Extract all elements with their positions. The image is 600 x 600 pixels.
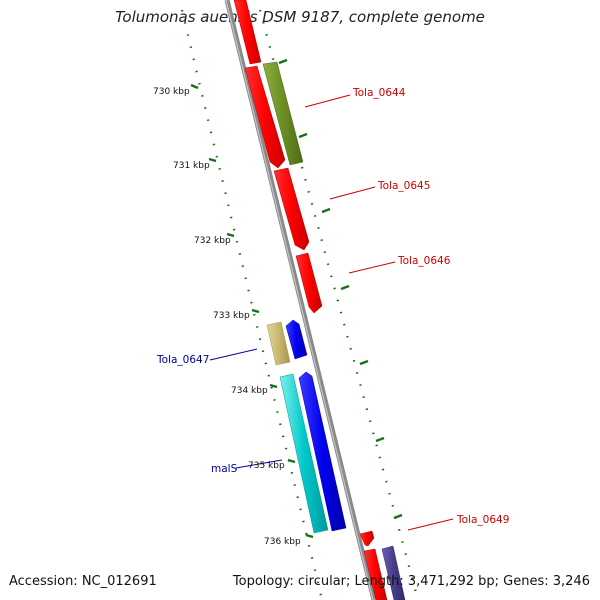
gene-arrow-cyan[interactable] <box>279 373 329 534</box>
gene-arrow-khaki[interactable] <box>266 321 291 366</box>
gene-label[interactable]: Tola_0647 <box>156 354 209 366</box>
leader-line <box>304 94 351 108</box>
gene-arrow-red[interactable] <box>273 167 310 251</box>
ruler-tick <box>393 513 403 520</box>
ruler-label: 730 kbp <box>153 87 190 97</box>
ruler-tick <box>321 207 331 214</box>
ruler-labels: 730 kbp 731 kbp 732 kbp 733 kbp 734 kbp … <box>153 87 301 547</box>
gene-label[interactable]: Tola_0645 <box>377 180 430 192</box>
gene-arrow-blue[interactable] <box>298 371 347 532</box>
gene-label[interactable]: malS <box>211 463 238 475</box>
ruler-tick <box>375 436 385 443</box>
gene-arrow-blue[interactable] <box>285 319 308 360</box>
ruler-tick <box>305 533 314 539</box>
gene-arrow-red[interactable] <box>233 0 262 65</box>
leader-line <box>329 186 376 200</box>
ruler-label: 736 kbp <box>264 537 301 547</box>
leader-line <box>235 459 283 469</box>
gene-features <box>233 0 406 600</box>
gene-label[interactable]: Tola_0649 <box>456 514 509 526</box>
ruler-tick <box>287 458 296 464</box>
genome-backbone <box>224 0 377 600</box>
ruler-label: 735 kbp <box>248 461 285 471</box>
ruler-label: 733 kbp <box>213 311 250 321</box>
ruler-tick <box>298 132 308 139</box>
ruler-track-left <box>180 9 324 600</box>
gene-labels: Tola_0644 Tola_0645 Tola_0646 Tola_0647 … <box>156 87 509 526</box>
ruler-tick <box>251 308 260 314</box>
leader-line <box>209 348 258 361</box>
gene-arrow-red[interactable] <box>363 548 388 600</box>
gene-arrow-red[interactable] <box>295 252 323 314</box>
ruler-label: 731 kbp <box>173 161 210 171</box>
gene-arrow-red[interactable] <box>359 530 375 547</box>
label-leaders <box>209 94 454 531</box>
accession-label: Accession: NC_012691 <box>9 574 157 589</box>
ruler-label: 734 kbp <box>231 386 268 396</box>
gene-arrow-olive[interactable] <box>262 61 304 166</box>
gene-arrow-red[interactable] <box>244 65 286 169</box>
leader-line <box>348 261 396 274</box>
ruler-tick <box>269 383 278 389</box>
gene-arrow-slate[interactable] <box>381 545 406 600</box>
ruler-tick <box>359 359 369 366</box>
leader-line <box>407 518 454 531</box>
ruler-label: 732 kbp <box>194 236 231 246</box>
genome-summary: Topology: circular; Length: 3,471,292 bp… <box>232 574 590 589</box>
ruler-tick <box>190 83 199 90</box>
gene-label[interactable]: Tola_0646 <box>397 255 451 267</box>
ruler-major-ticks <box>190 58 403 539</box>
ruler-tick <box>278 58 288 65</box>
map-title: Tolumonas auensis DSM 9187, complete gen… <box>115 8 485 26</box>
ruler-tick <box>208 157 217 163</box>
ruler-tick <box>340 284 350 291</box>
gene-label[interactable]: Tola_0644 <box>352 87 406 99</box>
ruler-tick <box>226 232 235 238</box>
